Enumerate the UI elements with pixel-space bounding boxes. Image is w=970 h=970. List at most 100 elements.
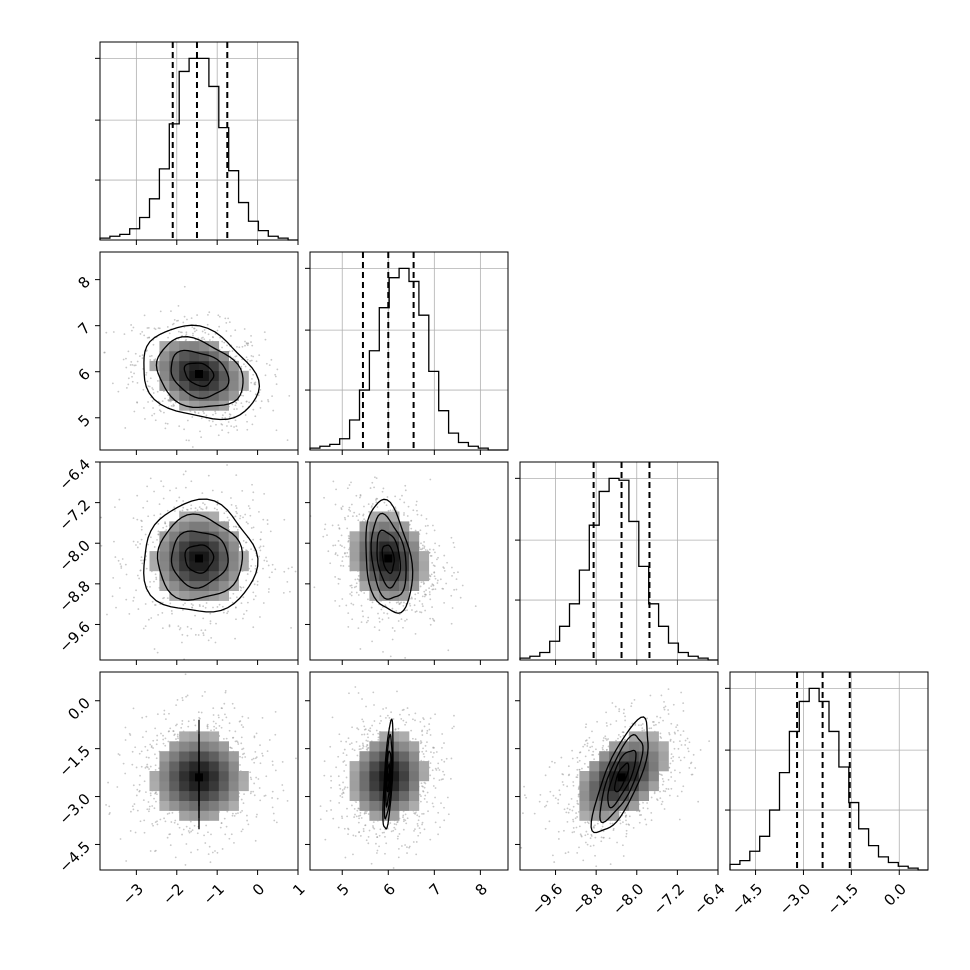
scatter-point (678, 740, 681, 743)
scatter-point (146, 336, 149, 339)
scatter-point (170, 404, 173, 407)
scatter-point (433, 565, 436, 567)
scatter-point (242, 596, 245, 599)
scatter-point (152, 407, 154, 409)
scatter-point (259, 538, 262, 541)
scatter-point (241, 828, 244, 831)
scatter-point (378, 722, 381, 725)
scatter-point (435, 769, 438, 771)
scatter-point (421, 605, 424, 608)
scatter-point (332, 544, 335, 547)
scatter-point (650, 796, 653, 799)
scatter-point (245, 609, 248, 612)
scatter-point (263, 492, 266, 495)
scatter-point (576, 774, 579, 776)
scatter-point (385, 707, 388, 709)
scatter-point (247, 522, 249, 525)
scatter-point (379, 715, 382, 718)
scatter-point (382, 487, 385, 490)
scatter-point (242, 753, 244, 756)
scatter-point (202, 410, 205, 413)
scatter-point (190, 504, 193, 507)
scatter-point (164, 397, 166, 400)
scatter-point (384, 604, 387, 607)
scatter-point (404, 819, 407, 822)
scatter-point (128, 613, 131, 615)
scatter-point (402, 604, 405, 607)
scatter-point (362, 827, 365, 830)
scatter-point (257, 394, 260, 397)
scatter-point (105, 331, 108, 334)
scatter-point (362, 745, 365, 748)
panel-background (100, 42, 298, 240)
scatter-point (350, 591, 353, 594)
scatter-point (420, 782, 423, 785)
scatter-point (358, 831, 361, 833)
scatter-point (117, 753, 120, 755)
scatter-point (209, 620, 212, 623)
scatter-point (393, 823, 396, 825)
scatter-point (187, 720, 190, 723)
scatter-point (248, 401, 251, 404)
scatter-point (229, 413, 232, 416)
scatter-point (372, 733, 375, 736)
scatter-point (249, 776, 252, 779)
scatter-point (243, 613, 245, 616)
scatter-point (186, 419, 189, 422)
scatter-point (229, 597, 232, 600)
scatter-point (203, 412, 205, 415)
scatter-point (571, 809, 574, 812)
scatter-point (561, 781, 564, 783)
scatter-point (384, 835, 386, 838)
scatter-point (255, 732, 258, 735)
scatter-point (418, 827, 421, 830)
scatter-point (125, 598, 128, 601)
scatter-point (259, 407, 262, 409)
scatter-point (144, 603, 147, 605)
scatter-point (429, 762, 432, 765)
scatter-point (345, 754, 348, 757)
scatter-point (111, 382, 114, 385)
scatter-point (428, 723, 431, 725)
scatter-point (129, 830, 132, 832)
scatter-point (653, 724, 655, 727)
scatter-point (405, 822, 408, 825)
scatter-point (618, 708, 621, 710)
scatter-point (664, 790, 667, 793)
scatter-point (424, 593, 426, 596)
scatter-point (262, 567, 264, 570)
scatter-point (397, 847, 400, 850)
scatter-point (589, 845, 592, 848)
scatter-point (211, 420, 214, 423)
scatter-point (405, 618, 408, 621)
scatter-point (221, 848, 224, 850)
scatter-point (539, 793, 542, 796)
scatter-point (677, 729, 679, 732)
scatter-point (410, 729, 413, 732)
scatter-point (425, 750, 428, 753)
scatter-point (322, 535, 325, 538)
scatter-point (218, 603, 221, 606)
scatter-point (678, 818, 681, 821)
scatter-point (423, 828, 426, 831)
scatter-point (443, 554, 446, 557)
scatter-point (339, 787, 342, 790)
scatter-point (640, 814, 643, 816)
scatter-point (662, 780, 665, 783)
scatter-point (353, 749, 356, 752)
scatter-point (394, 728, 397, 731)
scatter-point (242, 394, 245, 397)
scatter-point (232, 525, 235, 528)
scatter-point (420, 581, 423, 584)
scatter-point (388, 717, 391, 719)
scatter-point (567, 851, 570, 854)
scatter-point (147, 756, 150, 759)
scatter-point (135, 794, 138, 797)
scatter-point (141, 354, 144, 357)
scatter-point (242, 726, 245, 728)
scatter-point (607, 738, 610, 740)
scatter-point (113, 540, 115, 543)
scatter-point (139, 543, 142, 545)
scatter-point (196, 848, 199, 851)
scatter-point (121, 558, 124, 560)
